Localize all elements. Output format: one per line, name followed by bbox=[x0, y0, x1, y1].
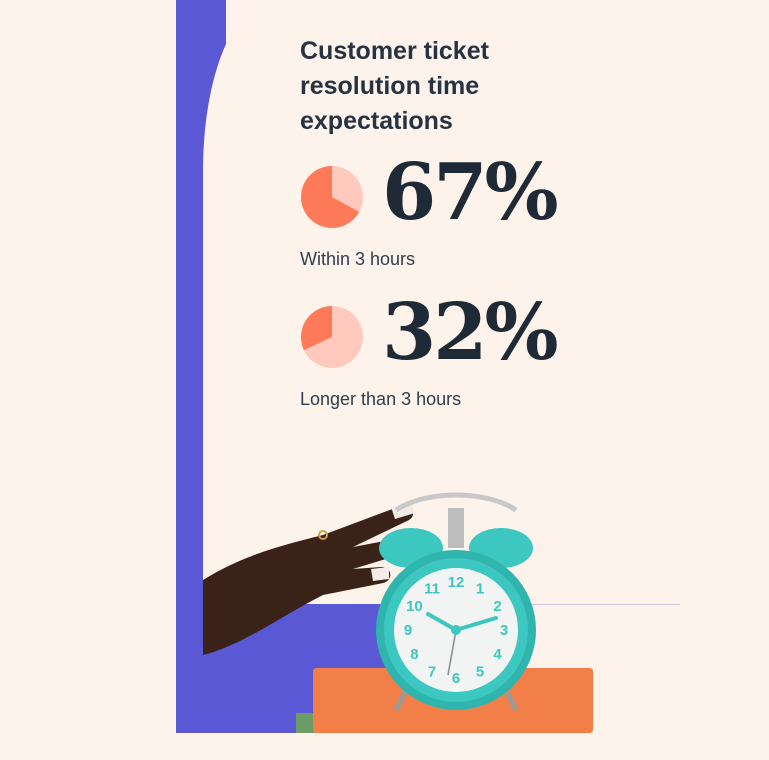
clock-number: 4 bbox=[493, 646, 502, 663]
clock-number: 9 bbox=[404, 622, 412, 639]
clock-number: 12 bbox=[448, 574, 465, 591]
clock-number: 8 bbox=[410, 646, 418, 663]
clock-number: 5 bbox=[476, 664, 484, 681]
pie-chart-icon bbox=[301, 306, 363, 368]
stat-longer-than-3-hours: 32% Longer than 3 hours bbox=[300, 287, 740, 429]
book-edge bbox=[296, 713, 316, 733]
stat-label: Within 3 hours bbox=[300, 249, 416, 269]
pie-slice bbox=[301, 166, 360, 228]
stat-label: Longer than 3 hours bbox=[300, 389, 462, 409]
clock-number: 7 bbox=[428, 664, 436, 681]
stats-card: Customer ticket resolution time expectat… bbox=[300, 34, 740, 429]
clock-number: 6 bbox=[452, 670, 460, 687]
card-title: Customer ticket resolution time expectat… bbox=[300, 37, 489, 135]
clock-number: 10 bbox=[406, 598, 423, 615]
clock-number: 1 bbox=[476, 580, 484, 597]
clock-number: 11 bbox=[424, 580, 440, 597]
clock-number: 3 bbox=[500, 622, 508, 639]
clock-number: 2 bbox=[493, 598, 501, 615]
stat-value: 32% bbox=[382, 287, 559, 378]
stat-within-3-hours: 67% Within 3 hours bbox=[300, 147, 740, 289]
shelf-line bbox=[500, 604, 680, 605]
stat-value: 67% bbox=[382, 147, 559, 238]
pie-chart-icon bbox=[301, 166, 363, 228]
pie-slice bbox=[301, 306, 332, 351]
